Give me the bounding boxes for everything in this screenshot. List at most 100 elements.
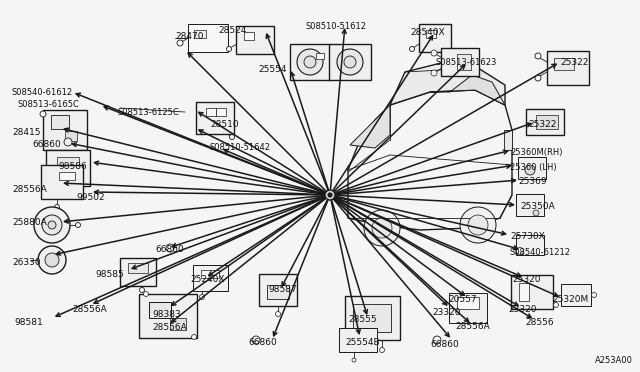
Circle shape — [460, 207, 496, 243]
Text: 25730X: 25730X — [510, 232, 545, 241]
Circle shape — [297, 49, 323, 75]
Bar — [419, 24, 451, 52]
Bar — [41, 165, 83, 199]
Bar — [441, 48, 479, 76]
Bar — [193, 265, 227, 291]
Text: 99502: 99502 — [76, 193, 104, 202]
Circle shape — [328, 193, 332, 197]
Text: 20557: 20557 — [448, 295, 477, 304]
Bar — [139, 294, 197, 338]
Circle shape — [230, 135, 234, 140]
Bar — [259, 274, 297, 306]
Circle shape — [252, 336, 260, 344]
Bar — [120, 258, 156, 286]
Circle shape — [76, 222, 81, 228]
Text: 98581: 98581 — [14, 318, 43, 327]
Text: 66860: 66860 — [430, 340, 459, 349]
Circle shape — [591, 292, 596, 298]
Text: 25360M(RH): 25360M(RH) — [510, 148, 563, 157]
Text: A253A00: A253A00 — [595, 356, 633, 365]
Circle shape — [40, 111, 46, 117]
Circle shape — [166, 244, 174, 252]
Bar — [290, 44, 330, 80]
Bar — [339, 328, 377, 352]
Circle shape — [410, 46, 415, 51]
Text: 98586: 98586 — [58, 162, 87, 171]
Text: 28540X: 28540X — [410, 28, 445, 37]
Text: 98585: 98585 — [95, 270, 124, 279]
Circle shape — [304, 56, 316, 68]
Polygon shape — [390, 62, 505, 105]
Text: 25350A: 25350A — [520, 202, 555, 211]
Circle shape — [177, 40, 183, 46]
Bar — [244, 32, 254, 40]
Circle shape — [200, 295, 205, 299]
Bar — [449, 293, 487, 323]
Bar — [516, 235, 544, 255]
Bar — [51, 115, 69, 129]
Text: 25322: 25322 — [528, 120, 556, 129]
Circle shape — [352, 358, 356, 362]
Text: S08510-51612: S08510-51612 — [305, 22, 366, 31]
Circle shape — [325, 190, 335, 200]
Text: 28415: 28415 — [12, 128, 40, 137]
Bar — [196, 102, 234, 134]
Text: 28510: 28510 — [210, 120, 239, 129]
Bar — [206, 108, 216, 116]
Text: 26330: 26330 — [12, 258, 40, 267]
Text: S08510-51642: S08510-51642 — [210, 143, 271, 152]
Bar — [65, 131, 77, 141]
Circle shape — [344, 56, 356, 68]
Bar — [149, 302, 171, 318]
Text: S08513-61623: S08513-61623 — [435, 58, 497, 67]
Circle shape — [191, 334, 196, 340]
Circle shape — [554, 302, 559, 308]
Circle shape — [380, 347, 385, 353]
Circle shape — [533, 210, 539, 216]
Text: 66860: 66860 — [155, 245, 184, 254]
Text: 25240X: 25240X — [190, 275, 225, 284]
Text: S08513-6165C: S08513-6165C — [18, 100, 80, 109]
Bar — [267, 285, 289, 299]
Text: S08513-6125C: S08513-6125C — [118, 108, 180, 117]
Text: 25369: 25369 — [518, 177, 547, 186]
Text: 25554B: 25554B — [345, 338, 380, 347]
Circle shape — [468, 215, 488, 235]
Bar — [457, 54, 471, 70]
Text: 66860: 66860 — [248, 338, 276, 347]
Bar — [504, 130, 512, 150]
Text: 66860: 66860 — [32, 140, 61, 149]
Circle shape — [38, 246, 66, 274]
Circle shape — [525, 165, 535, 175]
Text: 23320: 23320 — [508, 305, 536, 314]
Text: 28556A: 28556A — [72, 305, 107, 314]
Circle shape — [516, 247, 524, 254]
Bar — [518, 157, 546, 179]
Text: 28470: 28470 — [175, 32, 204, 41]
Text: S08540-61612: S08540-61612 — [12, 88, 73, 97]
Text: 98383: 98383 — [152, 310, 180, 319]
Bar — [547, 51, 589, 85]
Bar — [170, 318, 186, 330]
Circle shape — [364, 210, 400, 246]
Text: 28556A: 28556A — [455, 322, 490, 331]
Text: 28556: 28556 — [525, 318, 554, 327]
Text: 25320: 25320 — [512, 275, 541, 284]
Bar — [457, 297, 479, 309]
Bar — [216, 108, 226, 116]
Bar — [344, 296, 399, 340]
Circle shape — [57, 183, 63, 189]
Circle shape — [275, 311, 280, 317]
Text: 28555: 28555 — [348, 315, 376, 324]
Bar — [329, 44, 371, 80]
Circle shape — [227, 46, 232, 51]
Bar — [194, 30, 206, 38]
Bar — [561, 284, 591, 306]
Circle shape — [433, 336, 441, 344]
Text: S08540-61212: S08540-61212 — [510, 248, 571, 257]
Bar — [353, 304, 391, 332]
Circle shape — [535, 75, 541, 81]
Circle shape — [431, 50, 437, 56]
Text: 25320M: 25320M — [552, 295, 588, 304]
Bar — [46, 150, 90, 186]
